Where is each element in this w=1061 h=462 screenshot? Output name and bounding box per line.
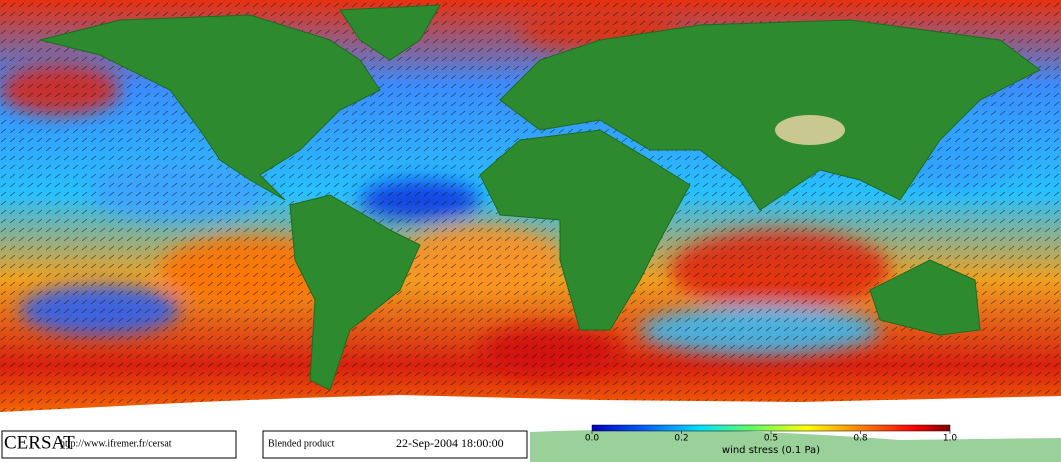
date: 22-Sep-2004 18:00:00 [396,436,504,450]
logo-box [1,430,237,459]
colorbar-tick-label: 0.8 [853,434,868,444]
colorbar-tick-label: 0.2 [674,434,688,444]
colorbar-tick-label: 0.5 [764,434,778,444]
land [39,4,1041,391]
product: Blended product [268,438,335,449]
colorbar: wind stress (0.1 Pa) 0.0 0.2 0.5 0.8 1.0 [585,424,958,456]
url: http://www.ifremer.fr/cersat [60,438,172,449]
colorbar-label: wind stress (0.1 Pa) [722,445,820,456]
land-strip [530,429,1061,462]
colorbar-tick-label: 0.0 [585,434,600,444]
colorbar-scale [591,424,951,432]
colorbar-tick-label: 1.0 [943,434,958,444]
logo: CERSAT [4,432,75,453]
info-box [262,430,528,459]
